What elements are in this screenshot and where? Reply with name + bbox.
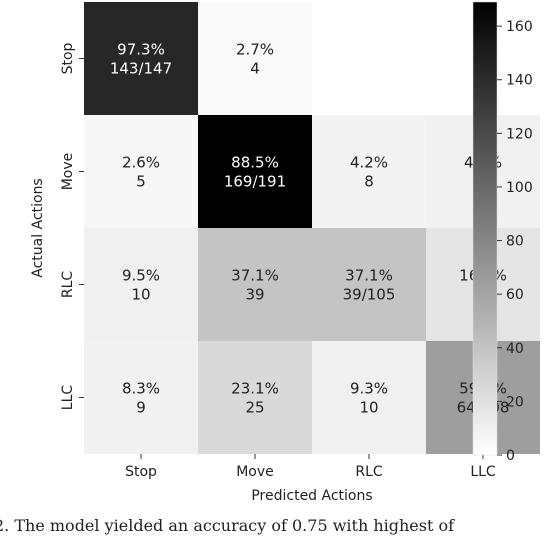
x-tick-label: LLC xyxy=(470,464,496,480)
cell-percent-label: 9.5% xyxy=(122,267,160,285)
cell-percent-label: 37.1% xyxy=(231,267,279,285)
cell-percent-label: 2.7% xyxy=(236,41,274,59)
y-tick-label: Stop xyxy=(60,42,76,74)
cell-llc-move xyxy=(198,341,312,454)
cell-count-label: 4 xyxy=(250,60,260,78)
cell-llc-stop xyxy=(84,341,198,454)
cell-count-label: 10 xyxy=(131,286,150,304)
y-axis-label: Actual Actions xyxy=(30,178,46,277)
y-tick-label: Move xyxy=(60,153,76,191)
confusion-matrix-heatmap: 97.3%143/147 2.7%4 2.6%5 88.5%169/191 4.2%8 4… xyxy=(30,1,540,504)
colorbar-tick-label: 140 xyxy=(506,73,533,89)
cell-count-label: 8 xyxy=(364,173,374,191)
cell-percent-label: 88.5% xyxy=(231,154,279,172)
cell-percent-label: 8.3% xyxy=(122,380,160,398)
cell-percent-label: 2.6% xyxy=(122,154,160,172)
y-tick-label: LLC xyxy=(60,385,76,411)
cell-move-move xyxy=(198,115,312,228)
colorbar-tick-label: 100 xyxy=(506,180,533,196)
cell-count-label: 5 xyxy=(136,173,146,191)
cell-rlc-rlc xyxy=(312,228,426,341)
colorbar-tick-label: 80 xyxy=(506,234,524,250)
cell-percent-label: 4.2% xyxy=(350,154,388,172)
cell-rlc-move xyxy=(198,228,312,341)
cell-count-label: 143/147 xyxy=(110,60,172,78)
cell-percent-label: 23.1% xyxy=(231,380,279,398)
colorbar-tick-label: 40 xyxy=(506,341,524,357)
x-tick-label: Move xyxy=(236,464,274,480)
cell-count-label: 10 xyxy=(359,399,378,417)
colorbar xyxy=(472,1,498,456)
colorbar-tick-label: 160 xyxy=(506,19,533,35)
cell-stop-move xyxy=(198,2,312,115)
x-tick-label: Stop xyxy=(125,464,157,480)
cell-count-label: 169/191 xyxy=(224,173,286,191)
x-axis-label: Predicted Actions xyxy=(251,488,372,504)
cell-count-label: 25 xyxy=(245,399,264,417)
cell-move-stop xyxy=(84,115,198,228)
cell-percent-label: 37.1% xyxy=(345,267,393,285)
colorbar-tick-label: 120 xyxy=(506,126,533,142)
cell-count-label: 39 xyxy=(245,286,264,304)
cell-stop-rlc xyxy=(312,2,426,115)
figure-caption: 2. The model yielded an accuracy of 0.75… xyxy=(0,516,455,535)
cell-count-label: 9 xyxy=(136,399,146,417)
x-tick-label: RLC xyxy=(355,464,383,480)
cell-stop-stop xyxy=(84,2,198,115)
cell-llc-rlc xyxy=(312,341,426,454)
cell-percent-label: 97.3% xyxy=(117,41,165,59)
cell-move-rlc xyxy=(312,115,426,228)
colorbar-tick-label: 60 xyxy=(506,287,524,303)
y-tick-label: RLC xyxy=(60,271,76,299)
cell-percent-label: 9.3% xyxy=(350,380,388,398)
cell-rlc-stop xyxy=(84,228,198,341)
colorbar-tick-label: 0 xyxy=(506,448,515,464)
colorbar-tick-label: 20 xyxy=(506,394,524,410)
cell-count-label: 39/105 xyxy=(343,286,396,304)
